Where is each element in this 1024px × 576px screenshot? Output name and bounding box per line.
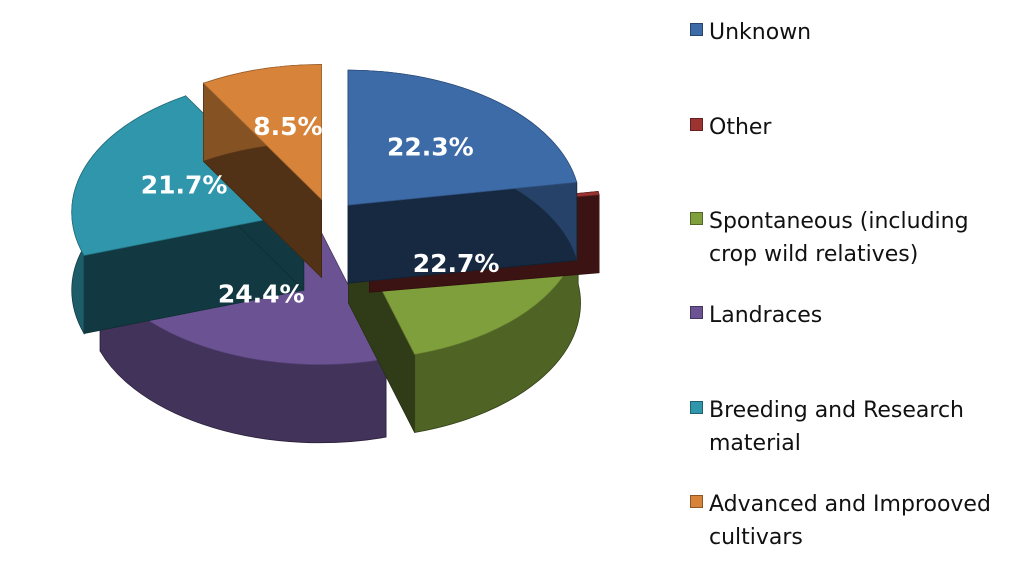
pie-sides — [71, 64, 600, 444]
legend-label: Other — [709, 115, 772, 140]
pie-tops: 24.4% 22.7% 21.7% 22.3% 8.5% — [141, 112, 500, 309]
legend-swatch — [690, 23, 703, 36]
slice-label: 24.4% — [218, 280, 305, 309]
slice-label: 22.7% — [413, 249, 500, 278]
pie-slice — [71, 95, 305, 256]
legend-swatch — [690, 306, 703, 319]
pie-slice — [347, 69, 578, 206]
legend-label: Advanced and Improoved cultivars — [709, 492, 991, 550]
legend-label: Breeding and Research material — [709, 398, 964, 456]
legend-item: Landraces — [690, 299, 1009, 332]
legend-item: Spontaneous (including crop wild relativ… — [690, 205, 1009, 271]
legend-item: Other — [690, 111, 1009, 144]
legend-swatch — [690, 495, 703, 508]
pie-chart: 24.4% 22.7% 21.7% 22.3% 8.5% — [71, 64, 600, 444]
legend-item: Breeding and Research material — [690, 394, 1009, 460]
pie-slice-3d — [202, 64, 322, 279]
pie-slice — [202, 64, 322, 201]
legend-label: Landraces — [709, 303, 823, 328]
legend-label: Spontaneous (including crop wild relativ… — [709, 209, 969, 267]
slice-side — [597, 191, 600, 273]
slice-label: 21.7% — [141, 170, 228, 199]
slice-label: 22.3% — [387, 132, 474, 161]
legend-item: Advanced and Improoved cultivars — [690, 488, 1009, 554]
legend-swatch — [690, 212, 703, 225]
slice-label: 8.5% — [253, 112, 322, 141]
pie-slice-3d — [347, 69, 578, 284]
chart-legend: Unknown Other Spontaneous (including crop … — [690, 0, 1020, 576]
legend-swatch — [690, 118, 703, 131]
legend-item: Unknown — [690, 16, 1009, 49]
legend-label: Unknown — [709, 20, 812, 45]
legend-swatch — [690, 401, 703, 414]
